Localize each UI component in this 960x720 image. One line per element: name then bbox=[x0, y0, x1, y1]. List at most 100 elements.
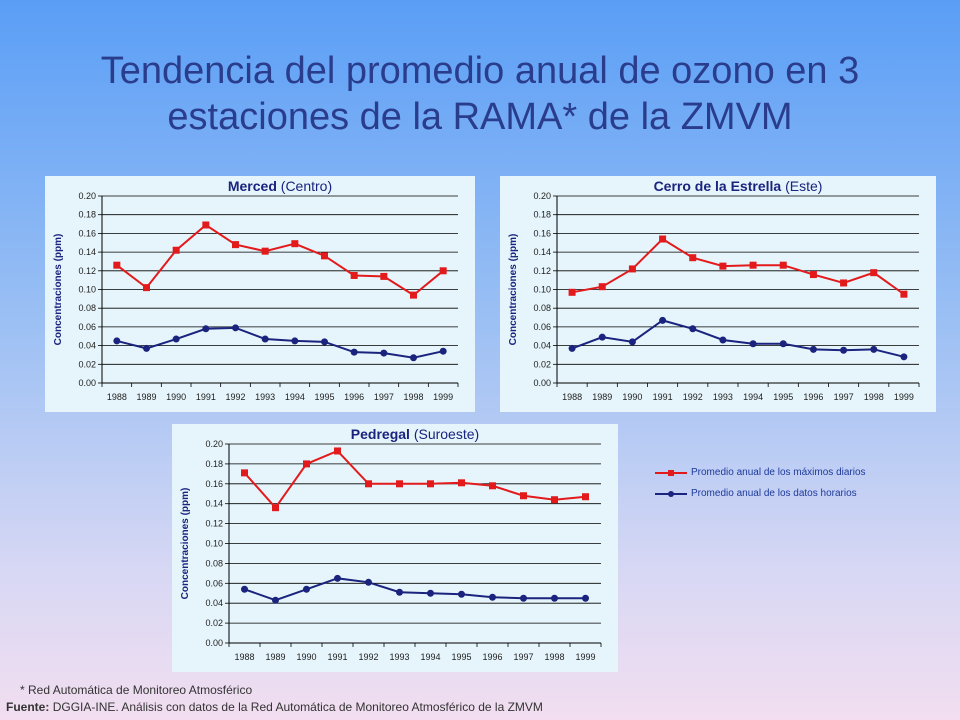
y-tick-label: 0.12 bbox=[533, 266, 551, 276]
page-title: Tendencia del promedio anual de ozono en… bbox=[0, 48, 960, 140]
x-tick-label: 1991 bbox=[327, 652, 347, 662]
data-point bbox=[719, 262, 727, 270]
data-point bbox=[598, 283, 606, 291]
data-point bbox=[427, 480, 434, 488]
series-line bbox=[243, 449, 586, 510]
data-point bbox=[568, 288, 576, 296]
data-point bbox=[900, 353, 908, 361]
data-point bbox=[659, 235, 667, 243]
x-tick-label: 1998 bbox=[544, 652, 564, 662]
data-point bbox=[520, 492, 527, 500]
y-tick-label: 0.02 bbox=[205, 618, 223, 628]
series-line bbox=[116, 223, 444, 297]
x-tick-label: 1998 bbox=[403, 392, 423, 402]
chart-cerro-de-la-estrella: Cerro de la Estrella (Este) 0.00 0.02 0.04 0… bbox=[500, 176, 936, 412]
page-title-line2: estaciones de la RAMA* de la ZMVM bbox=[167, 96, 793, 138]
x-tick-label: 1996 bbox=[803, 392, 823, 402]
data-point bbox=[241, 469, 248, 477]
data-point bbox=[870, 269, 878, 277]
data-point bbox=[628, 338, 636, 346]
data-point bbox=[840, 346, 848, 354]
x-tick-label: 1995 bbox=[773, 392, 793, 402]
data-point bbox=[291, 240, 299, 248]
data-point bbox=[272, 596, 279, 604]
x-tick-label: 1989 bbox=[592, 392, 612, 402]
y-tick-label: 0.08 bbox=[533, 303, 551, 313]
x-tick-label: 1992 bbox=[683, 392, 703, 402]
y-tick-label: 0.18 bbox=[533, 210, 551, 220]
data-point bbox=[241, 585, 248, 593]
data-point bbox=[113, 261, 121, 269]
y-tick-label: 0.12 bbox=[205, 519, 223, 529]
chart-svg: Merced (Centro) 0.00 0.02 0.04 0.06 0.08 0.10 0… bbox=[53, 178, 459, 402]
series-line bbox=[571, 237, 905, 295]
data-point bbox=[489, 482, 496, 490]
x-tick-label: 1996 bbox=[344, 392, 364, 402]
x-tick-label: 1993 bbox=[255, 392, 275, 402]
data-point bbox=[489, 593, 496, 601]
chart-title: Pedregal (Suroeste) bbox=[351, 426, 479, 442]
y-tick-label: 0.14 bbox=[205, 499, 223, 509]
y-tick-label: 0.14 bbox=[533, 247, 551, 257]
data-point bbox=[321, 338, 328, 346]
data-point bbox=[334, 447, 341, 455]
x-tick-label: 1993 bbox=[713, 392, 733, 402]
chart-title-bold: Merced bbox=[228, 178, 277, 194]
x-tick-label: 1999 bbox=[433, 392, 453, 402]
data-point bbox=[410, 354, 417, 362]
series-line bbox=[571, 319, 905, 358]
y-tick-label: 0.06 bbox=[78, 322, 96, 332]
data-point bbox=[291, 337, 299, 345]
data-point bbox=[232, 241, 239, 249]
legend-item-maximos: Promedio anual de los máximos diarios bbox=[655, 462, 866, 483]
x-tick-label: 1989 bbox=[136, 392, 156, 402]
x-tick-label: 1995 bbox=[451, 652, 471, 662]
data-point bbox=[410, 291, 417, 299]
data-point bbox=[900, 290, 908, 298]
data-point bbox=[334, 574, 341, 582]
series-line bbox=[244, 577, 586, 602]
x-tick-label: 1988 bbox=[234, 652, 254, 662]
footnote: * Red Automática de Monitoreo Atmosféric… bbox=[20, 683, 253, 697]
chart-svg: Pedregal (Suroeste) 0.00 0.02 0.04 0.06 0.08 0… bbox=[180, 426, 602, 662]
y-axis-label: Concentraciones (ppm) bbox=[508, 234, 519, 346]
series-line bbox=[116, 326, 444, 359]
x-tick-label: 1996 bbox=[482, 652, 502, 662]
y-tick-label: 0.06 bbox=[205, 578, 223, 588]
data-point bbox=[439, 267, 447, 275]
chart-title: Cerro de la Estrella (Este) bbox=[654, 178, 823, 194]
data-point bbox=[380, 349, 388, 357]
data-point bbox=[396, 480, 403, 488]
chart-title-bold: Pedregal bbox=[351, 426, 410, 442]
data-point bbox=[202, 221, 210, 229]
x-tick-label: 1992 bbox=[358, 652, 378, 662]
data-point bbox=[779, 261, 787, 269]
data-point bbox=[143, 284, 150, 292]
data-point bbox=[809, 345, 817, 353]
x-tick-label: 1994 bbox=[743, 392, 763, 402]
data-point bbox=[582, 594, 589, 602]
x-tick-label: 1991 bbox=[653, 392, 673, 402]
y-tick-label: 0.20 bbox=[78, 191, 96, 201]
data-point bbox=[202, 325, 210, 333]
legend-swatch-square-icon bbox=[655, 469, 687, 476]
x-tick-label: 1995 bbox=[314, 392, 334, 402]
y-tick-label: 0.18 bbox=[205, 459, 223, 469]
data-point bbox=[350, 348, 358, 356]
data-point bbox=[568, 344, 576, 352]
data-point bbox=[321, 252, 328, 260]
x-tick-label: 1990 bbox=[296, 652, 316, 662]
y-tick-label: 0.06 bbox=[533, 322, 551, 332]
chart-svg: Cerro de la Estrella (Este) 0.00 0.02 0.04 0… bbox=[508, 178, 920, 402]
data-point bbox=[628, 265, 636, 273]
data-point bbox=[172, 246, 180, 254]
data-point bbox=[520, 594, 527, 602]
data-point bbox=[458, 590, 465, 598]
x-tick-label: 1994 bbox=[420, 652, 440, 662]
x-tick-label: 1988 bbox=[107, 392, 127, 402]
y-tick-label: 0.04 bbox=[78, 341, 96, 351]
data-point bbox=[551, 496, 558, 504]
data-point bbox=[719, 336, 727, 344]
data-point bbox=[427, 589, 434, 597]
data-point bbox=[689, 254, 697, 262]
